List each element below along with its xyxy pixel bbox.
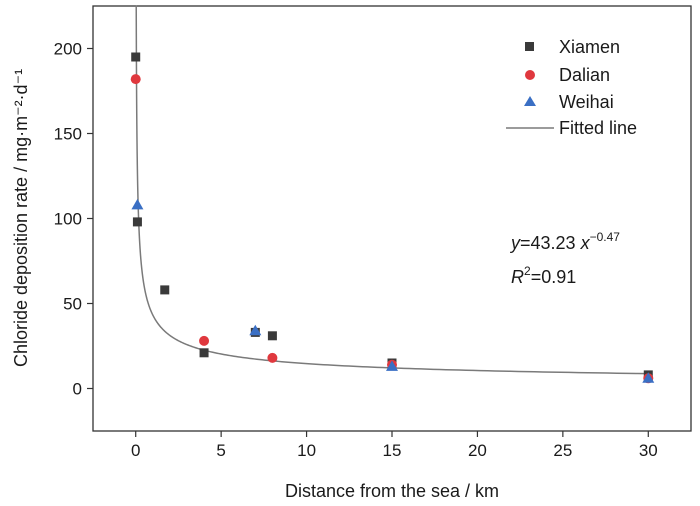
y-axis-title: Chloride deposition rate / mg·m⁻²·d⁻¹: [11, 69, 31, 367]
legend-label-dalian: Dalian: [559, 65, 610, 85]
legend-marker-weihai: [524, 96, 536, 106]
point-dalian: [130, 74, 141, 85]
x-tick-label: 5: [216, 441, 225, 460]
legend-label-weihai: Weihai: [559, 92, 614, 112]
x-tick-label: 10: [297, 441, 316, 460]
point-weihai: [386, 360, 398, 371]
point-weihai: [131, 198, 144, 210]
point-xiamen: [267, 331, 277, 341]
r-squared: R2=0.91: [511, 264, 576, 287]
point-xiamen: [199, 348, 209, 358]
x-tick-label: 15: [383, 441, 402, 460]
fitted-line: [135, 5, 649, 375]
point-dalian: [199, 335, 210, 346]
point-xiamen: [131, 52, 141, 62]
point-xiamen: [160, 285, 170, 295]
axis-ticks: 0 5 10 15 20 25 30 0 50 100 150 200: [54, 40, 658, 461]
x-tick-label: 20: [468, 441, 487, 460]
legend-label-xiamen: Xiamen: [559, 37, 620, 57]
legend-label-fit: Fitted line: [559, 118, 637, 138]
legend: Xiamen Dalian Weihai Fitted line: [506, 37, 637, 138]
y-tick-label: 150: [54, 125, 82, 144]
point-weihai: [249, 324, 262, 336]
legend-marker-xiamen: [525, 42, 534, 51]
data-points: [130, 52, 655, 384]
legend-marker-dalian: [525, 70, 535, 80]
x-tick-label: 30: [639, 441, 658, 460]
point-dalian: [267, 352, 278, 363]
x-tick-label: 25: [553, 441, 572, 460]
y-tick-label: 200: [54, 40, 82, 59]
y-tick-label: 50: [63, 295, 82, 314]
x-tick-label: 0: [131, 441, 140, 460]
point-xiamen: [132, 217, 142, 227]
y-tick-label: 100: [54, 210, 82, 229]
point-weihai: [642, 372, 655, 383]
y-tick-label: 0: [73, 380, 82, 399]
fit-equation: y=43.23 x−0.47: [509, 230, 620, 253]
x-axis-title: Distance from the sea / km: [285, 481, 499, 501]
